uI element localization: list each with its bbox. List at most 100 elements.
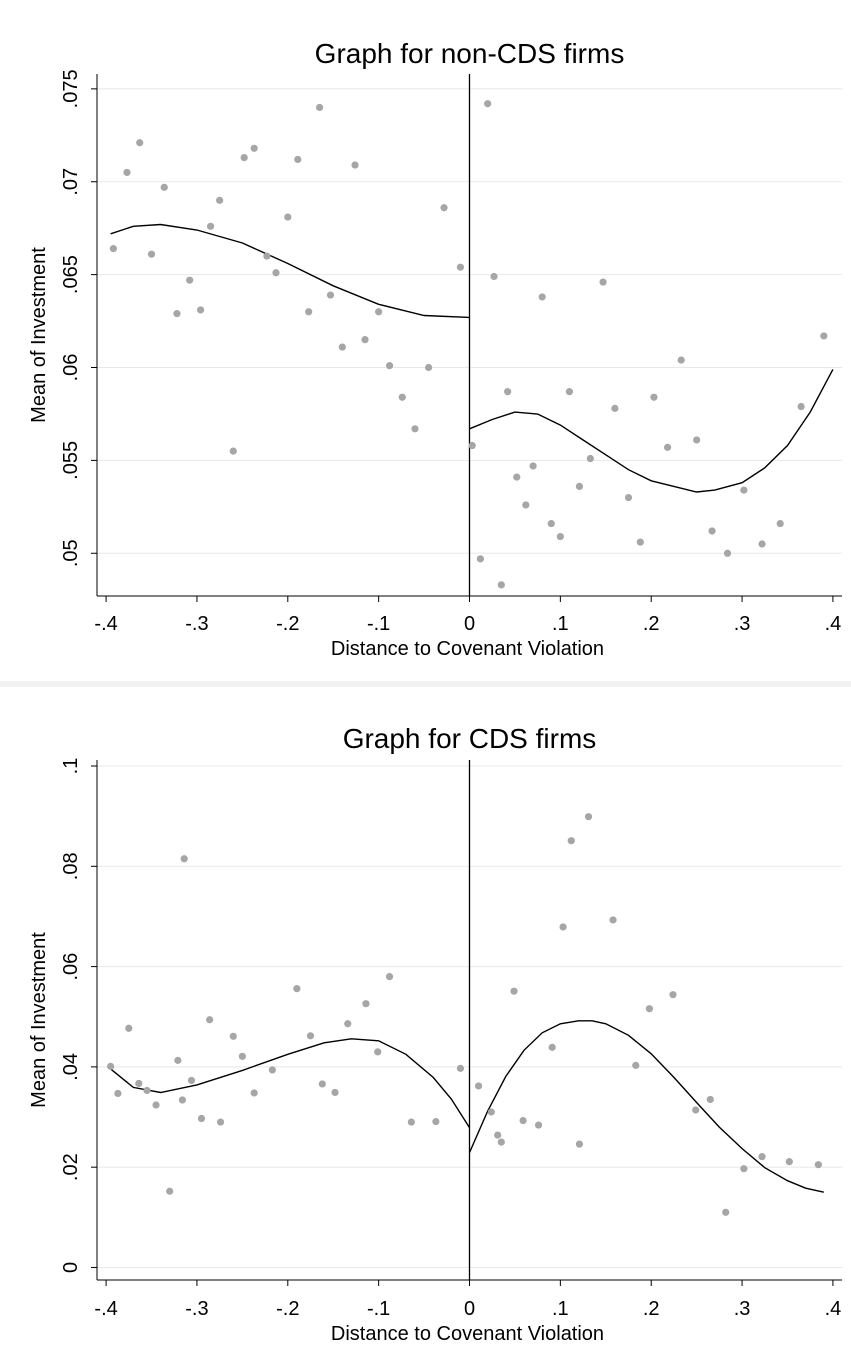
x-tick-label: -.4: [94, 613, 117, 635]
data-point: [206, 222, 215, 230]
x-tick-label: .2: [643, 613, 660, 635]
data-point: [440, 204, 448, 212]
data-point: [425, 363, 433, 372]
data-point: [706, 1095, 714, 1104]
data-point: [411, 425, 419, 433]
fit-line-right: [469, 369, 834, 493]
data-point: [456, 263, 465, 271]
data-point: [197, 1114, 206, 1123]
data-point: [708, 527, 716, 535]
data-point: [758, 540, 766, 548]
data-point: [229, 447, 237, 455]
panel-divider: [0, 681, 851, 687]
data-point: [180, 855, 188, 863]
chart-title: Graph for CDS firms: [343, 723, 597, 754]
data-point: [238, 1052, 246, 1060]
data-point: [575, 1140, 584, 1148]
data-point: [143, 1086, 151, 1095]
x-tick-label: -.2: [276, 1298, 299, 1320]
data-point: [294, 155, 302, 164]
data-point: [362, 1000, 370, 1008]
data-point: [326, 291, 335, 299]
data-point: [567, 837, 575, 845]
data-point: [216, 1118, 225, 1126]
data-point: [669, 991, 677, 999]
data-point: [490, 272, 498, 281]
data-point: [166, 1187, 174, 1195]
x-tick-label: 0: [464, 1298, 475, 1320]
data-point: [538, 293, 546, 301]
data-point: [650, 393, 658, 401]
y-tick-label: .05: [60, 539, 82, 567]
data-point: [468, 441, 476, 450]
data-point: [160, 183, 168, 191]
y-tick-label: .055: [60, 441, 82, 480]
data-point: [820, 332, 828, 340]
data-point: [559, 923, 567, 931]
data-point: [586, 454, 594, 463]
data-point: [548, 1043, 556, 1051]
data-point: [385, 362, 394, 370]
y-tick-label: .06: [60, 354, 82, 382]
data-point: [385, 973, 394, 981]
data-point: [565, 388, 574, 396]
data-point: [814, 1161, 822, 1169]
x-tick-label: .1: [552, 1298, 569, 1320]
data-point: [663, 443, 672, 451]
data-point: [599, 278, 607, 286]
data-point: [758, 1153, 766, 1161]
data-point: [268, 1066, 276, 1074]
x-tick-label: -.4: [94, 1298, 117, 1320]
data-point: [474, 1082, 483, 1090]
x-tick-label: .3: [734, 613, 751, 635]
data-point: [136, 139, 144, 147]
y-tick-label: 0: [60, 1262, 82, 1273]
x-tick-label: -.1: [367, 1298, 390, 1320]
data-point: [315, 103, 324, 112]
x-tick-label: .4: [825, 1298, 842, 1320]
x-tick-label: -.2: [276, 613, 299, 635]
data-point: [522, 501, 530, 509]
data-point: [216, 196, 224, 204]
chart-panel-cds: -.4 -.3 -.2 -.1 0 .1 .2 .3 .4 0 .02 .04 .06 .08 .1 Grap…: [0, 688, 851, 1369]
data-point: [484, 100, 492, 108]
data-point: [293, 985, 301, 993]
data-point: [125, 1024, 133, 1032]
x-tick-label: .4: [825, 613, 842, 635]
data-point: [306, 1032, 315, 1040]
data-point: [504, 388, 512, 396]
chart-cds: -.4 -.3 -.2 -.1 0 .1 .2 .3 .4 0 .02 .04 .06 .08 .1 Grap…: [28, 723, 842, 1345]
data-point: [229, 1032, 237, 1040]
data-point: [740, 486, 748, 494]
chart-panel-non-cds: -.4 -.3 -.2 -.1 0 .1 .2 .3 .4 .05 .055 .06 .065 .07 .0…: [0, 0, 851, 680]
data-point: [497, 1138, 505, 1146]
data-point: [494, 1131, 502, 1139]
fit-line-left: [110, 1038, 471, 1128]
y-axis-label: Mean of Investment: [28, 932, 50, 1108]
data-point: [776, 519, 784, 528]
data-point: [398, 393, 406, 401]
fit-line-right: [468, 1020, 824, 1193]
data-point: [609, 916, 617, 924]
data-point: [677, 356, 685, 364]
data-point: [723, 549, 732, 557]
data-point: [186, 276, 194, 284]
data-point: [556, 532, 564, 541]
data-point: [645, 1005, 653, 1013]
data-point: [624, 493, 633, 502]
x-tick-label: .3: [734, 1298, 751, 1320]
data-point: [534, 1121, 543, 1129]
x-tick-label: .1: [552, 613, 569, 635]
data-point: [487, 1108, 495, 1116]
data-point: [375, 308, 383, 316]
data-point: [344, 1020, 352, 1028]
data-point: [107, 1062, 115, 1070]
y-tick-label: .075: [60, 69, 82, 108]
y-tick-label: .02: [60, 1153, 82, 1181]
data-point: [109, 245, 117, 253]
data-point: [611, 404, 619, 412]
data-point: [178, 1096, 187, 1104]
data-point: [250, 144, 258, 152]
data-point: [636, 538, 644, 546]
data-point: [206, 1016, 214, 1024]
